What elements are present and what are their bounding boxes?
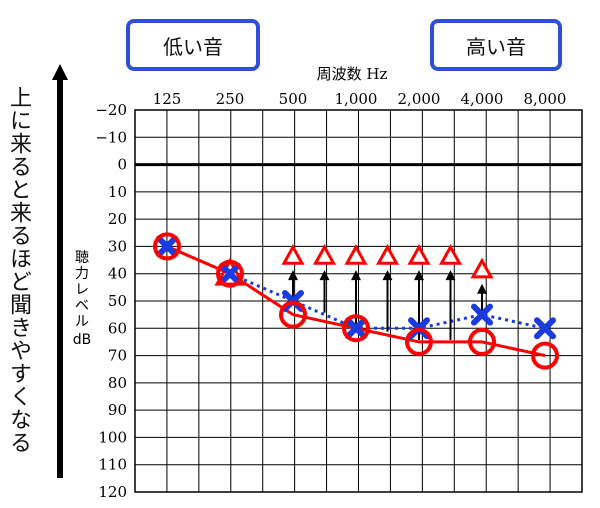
y-tick-label: 50	[108, 292, 127, 310]
improvement-arrowhead	[351, 270, 361, 281]
x-tick-label: 250	[216, 90, 245, 108]
high-sound-label: 高い音	[430, 19, 562, 71]
x-tick-label: 500	[279, 90, 308, 108]
y-tick-label: −20	[95, 101, 127, 119]
chart-grid	[134, 109, 583, 493]
y-axis-label-char: レ	[75, 282, 89, 298]
y-axis-label-char: 聴	[75, 250, 89, 266]
x-axis-label: 周波数 Hz	[317, 65, 388, 83]
circle-marker	[279, 300, 307, 329]
improvement-arrows	[288, 270, 487, 340]
circle-marker	[342, 314, 370, 343]
improvement-arrowhead	[288, 270, 298, 281]
y-tick-label: 90	[108, 401, 127, 419]
improvement-arrowhead	[445, 270, 456, 281]
low-sound-label: 低い音	[126, 19, 260, 71]
x-tick-label: 2,000	[398, 90, 441, 108]
x-tick-label: 8,000	[524, 90, 567, 108]
y-tick-label: 30	[108, 237, 127, 255]
improvement-arrowhead	[477, 283, 487, 294]
y-axis-label-char: ベ	[75, 298, 89, 314]
triangle-marker	[407, 243, 431, 265]
triangle-marker	[312, 243, 337, 265]
circle-marker	[405, 327, 433, 356]
triangle-marker	[375, 243, 400, 265]
x-tick-label: 1,000	[335, 90, 378, 108]
cross-marker	[534, 317, 556, 340]
cross-marker	[345, 317, 367, 340]
triangle-marker	[344, 243, 368, 265]
triangle-marker	[438, 243, 463, 265]
y-axis-label-char: ル	[75, 314, 89, 330]
y-tick-label: 100	[98, 428, 127, 446]
triangle-marker	[470, 257, 494, 279]
circle-marker	[468, 327, 496, 356]
x-tick-label: 125	[153, 90, 182, 108]
improvement-arrowhead	[414, 270, 424, 281]
circle-marker	[153, 232, 181, 261]
x-tick-label: 4,000	[461, 90, 504, 108]
cross-marker	[156, 235, 178, 258]
y-tick-label: 10	[108, 183, 127, 201]
y-tick-label: −10	[95, 128, 127, 146]
y-axis-label-unit: dB	[73, 332, 92, 348]
y-tick-label: 60	[108, 319, 127, 337]
y-tick-label: 70	[108, 347, 127, 365]
y-tick-label: 0	[117, 156, 127, 174]
y-tick-label: 110	[98, 456, 127, 474]
cross-marker	[471, 303, 493, 326]
cross-marker	[219, 262, 241, 285]
circle-marker	[531, 341, 559, 370]
y-tick-labels: −20 −10 0 10 20 30 40 50 60 70 80 90 100 110 120	[95, 101, 127, 501]
improvement-arrowhead	[319, 270, 330, 281]
y-axis-label-char: 力	[75, 266, 89, 282]
big-up-arrowhead	[52, 64, 68, 80]
y-tick-label: 40	[108, 265, 127, 283]
improvement-arrowhead	[382, 270, 393, 281]
vertical-explanation-text: 上に来ると来るほど聞きやすくなる	[6, 86, 31, 454]
circle-marker	[216, 259, 244, 288]
y-tick-label: 80	[108, 374, 127, 392]
big-up-arrow-shaft	[57, 78, 63, 478]
x-tick-labels: 125 250 500 1,000 2,000 4,000 8,000	[153, 90, 567, 108]
y-tick-label: 20	[108, 210, 127, 228]
y-tick-label: 120	[98, 483, 127, 501]
triangle-marker	[281, 243, 305, 265]
